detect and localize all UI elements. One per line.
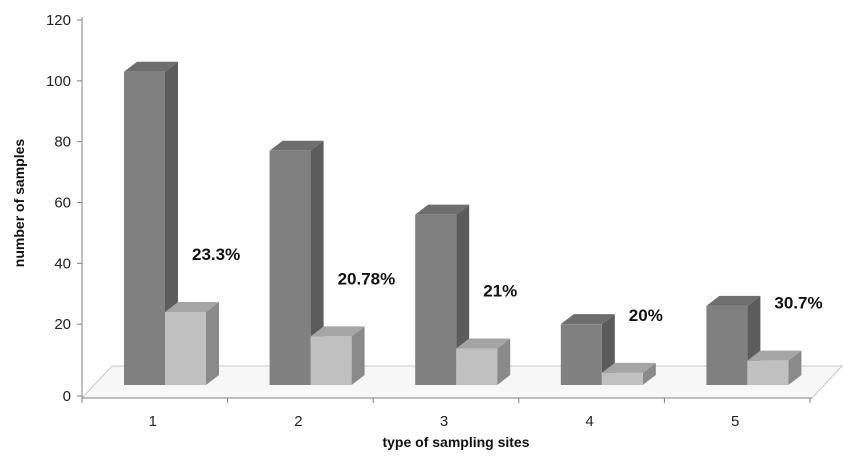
bar-series-2 <box>310 326 365 385</box>
percentage-label: 20.78% <box>338 269 396 288</box>
bar-series-2 <box>165 302 219 385</box>
percentage-label: 20% <box>629 306 663 325</box>
y-tick-label: 20 <box>54 316 71 333</box>
y-tick-label: 0 <box>63 388 71 405</box>
bar-series-1 <box>415 204 470 385</box>
y-axis-title: number of samples <box>11 139 27 268</box>
percentage-label: 21% <box>483 282 517 301</box>
x-tick-label: 5 <box>731 413 739 430</box>
bar-series-2 <box>747 350 802 385</box>
bar-series-1 <box>269 140 324 385</box>
y-tick-label: 120 <box>46 12 71 29</box>
bar-series-2 <box>456 338 511 385</box>
percentage-label: 23.3% <box>192 245 240 264</box>
x-tick-label: 3 <box>440 413 448 430</box>
x-axis-title: type of sampling sites <box>382 434 529 450</box>
y-tick-label: 100 <box>46 73 71 90</box>
bars-group <box>124 61 802 385</box>
x-axis: 1 2 3 4 5 <box>81 397 812 430</box>
y-tick-label: 60 <box>54 195 71 212</box>
y-tick-label: 40 <box>54 255 71 272</box>
x-tick-label: 2 <box>294 413 302 430</box>
x-tick-label: 4 <box>585 413 593 430</box>
x-tick-label: 1 <box>149 413 157 430</box>
bar-series-1 <box>124 61 178 385</box>
annotations-group: 23.3% 20.78% 21% 20% 30.7% <box>192 245 823 325</box>
y-tick-label: 80 <box>54 134 71 151</box>
bar-series-2 <box>601 362 656 385</box>
percentage-label: 30.7% <box>774 294 822 313</box>
y-axis: 0 20 40 60 80 100 120 <box>46 12 83 405</box>
